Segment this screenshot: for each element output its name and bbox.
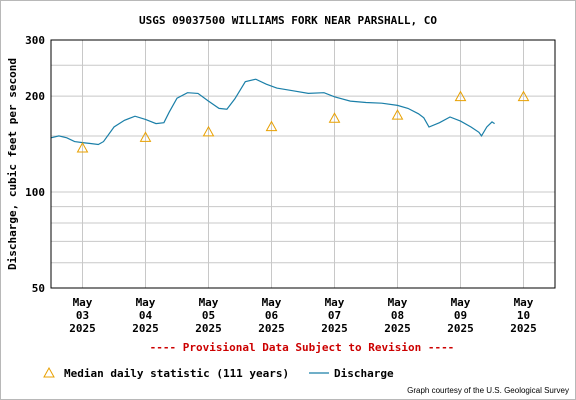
median-marker (454, 90, 467, 102)
x-tick-label: May (451, 296, 471, 309)
legend-median-label: Median daily statistic (111 years) (64, 367, 289, 380)
x-tick-label: May (514, 296, 534, 309)
y-tick-label: 50 (32, 282, 45, 295)
x-tick-label: 2025 (258, 322, 285, 335)
median-marker (391, 109, 404, 120)
x-tick-label: May (388, 296, 408, 309)
x-tick-label: 2025 (132, 322, 159, 335)
chart-credit: Graph courtesy of the U.S. Geological Su… (407, 386, 569, 395)
discharge-line (50, 78, 495, 146)
x-tick-label: May (262, 296, 282, 309)
legend-discharge-label: Discharge (334, 367, 394, 380)
x-tick-label: May (136, 296, 156, 309)
plot-frame (50, 39, 556, 289)
y-axis-ticks: 50 100 200 300 (25, 34, 45, 295)
x-tick-label: May (325, 296, 345, 309)
x-tick-label: 2025 (510, 322, 537, 335)
legend: Median daily statistic (111 years) Disch… (43, 366, 394, 380)
chart-title: USGS 09037500 WILLIAMS FORK NEAR PARSHAL… (139, 14, 437, 27)
median-marker (517, 90, 530, 102)
x-tick-label: 10 (517, 309, 530, 322)
legend-median-marker (43, 366, 55, 378)
median-marker (139, 131, 152, 142)
x-tick-label: 05 (202, 309, 215, 322)
gridlines (51, 40, 555, 288)
x-tick-label: 2025 (195, 322, 222, 335)
x-tick-label: 2025 (69, 322, 96, 335)
x-tick-label: 2025 (384, 322, 411, 335)
x-tick-label: 03 (76, 309, 89, 322)
x-tick-label: 04 (139, 309, 153, 322)
y-tick-label: 300 (25, 34, 45, 47)
y-axis-label: Discharge, cubic feet per second (6, 58, 19, 270)
median-marker (265, 120, 278, 132)
x-tick-label: 07 (328, 309, 341, 322)
median-marker (328, 112, 341, 123)
x-tick-label: 09 (454, 309, 467, 322)
x-tick-label: May (73, 296, 93, 309)
y-tick-label: 200 (25, 90, 45, 103)
x-tick-label: 2025 (321, 322, 348, 335)
x-tick-label: 2025 (447, 322, 474, 335)
y-tick-label: 100 (25, 186, 45, 199)
series-layer (50, 78, 530, 153)
x-tick-label: 08 (391, 309, 404, 322)
provisional-notice: ---- Provisional Data Subject to Revisio… (150, 341, 455, 354)
x-tick-label: May (199, 296, 219, 309)
median-marker (202, 125, 215, 137)
x-axis-ticks: May032025May042025May052025May062025May0… (69, 296, 537, 335)
x-tick-label: 06 (265, 309, 279, 322)
median-marker (76, 141, 89, 153)
